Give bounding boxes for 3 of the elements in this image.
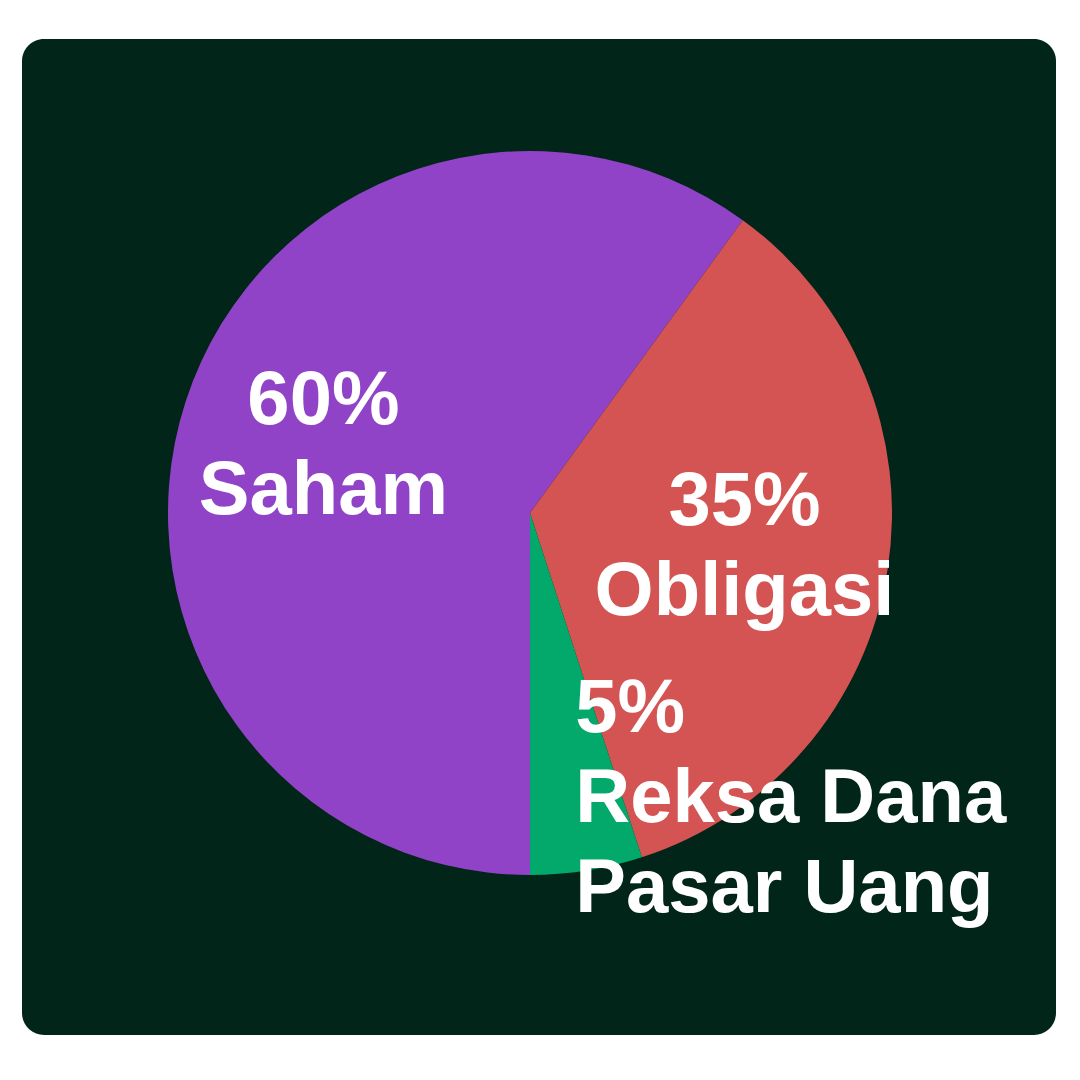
slice-label: Saham — [198, 444, 449, 530]
data-label: 35% — [668, 455, 821, 541]
data-label: 60% — [247, 354, 400, 440]
